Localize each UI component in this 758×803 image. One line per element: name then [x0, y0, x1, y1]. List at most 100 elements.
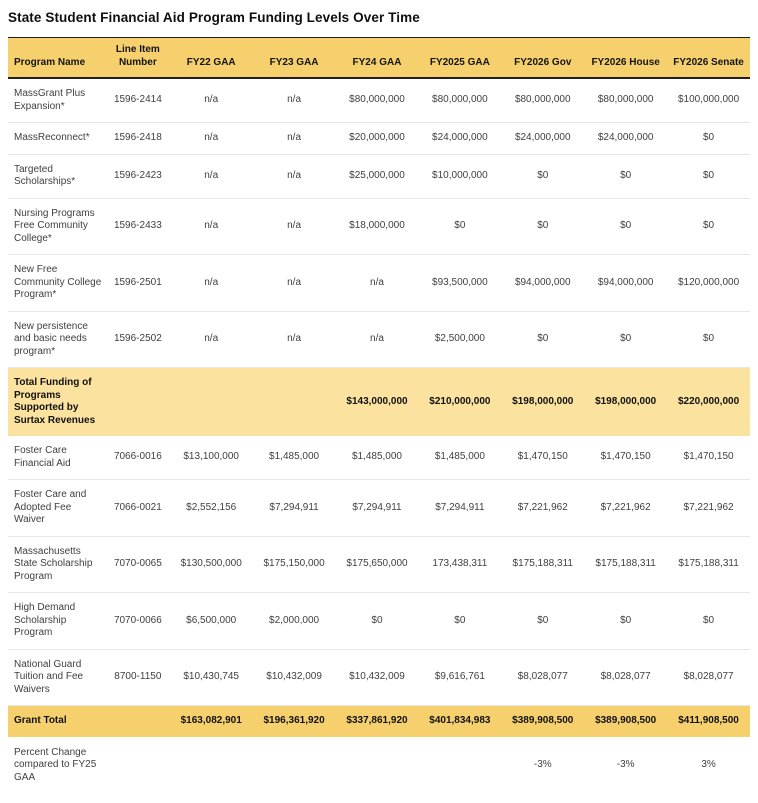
value-cell: $0: [418, 592, 502, 650]
value-cell: $10,430,745: [169, 649, 253, 706]
value-cell: n/a: [335, 311, 419, 368]
value-cell: n/a: [252, 122, 336, 155]
program-name-cell: Foster Care and Adopted Fee Waiver: [8, 479, 106, 537]
program-name-cell: New Free Community College Program*: [8, 254, 106, 312]
value-cell: n/a: [252, 198, 336, 255]
value-cell: $120,000,000: [667, 254, 750, 312]
value-cell: $0: [584, 311, 668, 368]
column-header-fy2026-house: FY2026 House: [584, 37, 668, 79]
line-item-number-cell: 7070-0066: [105, 592, 170, 650]
value-cell: $196,361,920: [252, 705, 336, 737]
value-cell: $389,908,500: [501, 705, 585, 737]
value-cell: n/a: [169, 198, 253, 255]
program-name-cell: MassReconnect*: [8, 122, 106, 155]
value-cell: $1,485,000: [418, 436, 502, 480]
value-cell: n/a: [252, 254, 336, 312]
value-cell: $175,650,000: [335, 536, 419, 593]
table-row: Foster Care Financial Aid 7066-0016 $13,…: [8, 436, 750, 480]
program-name-cell: Foster Care Financial Aid: [8, 436, 106, 480]
value-cell: $411,908,500: [667, 705, 750, 737]
value-cell: $0: [501, 592, 585, 650]
table-row: Total Funding of Programs Supported by S…: [8, 367, 750, 436]
value-cell: $80,000,000: [584, 78, 668, 123]
table-header: Program Name Line Item Number FY22 GAA F…: [8, 37, 750, 79]
table-row: New persistence and basic needs program*…: [8, 311, 750, 368]
value-cell: $163,082,901: [169, 705, 253, 737]
value-cell: $0: [667, 311, 750, 368]
line-item-number-cell: [105, 705, 170, 737]
program-name-cell: Targeted Scholarships*: [8, 154, 106, 199]
value-cell: $10,432,009: [335, 649, 419, 706]
value-cell: $7,294,911: [335, 479, 419, 537]
value-cell: $0: [667, 592, 750, 650]
column-header-fy23-gaa: FY23 GAA: [252, 37, 336, 79]
table-body: MassGrant Plus Expansion* 1596-2414 n/a …: [8, 78, 750, 793]
value-cell: $130,500,000: [169, 536, 253, 593]
column-header-fy2025-gaa: FY2025 GAA: [418, 37, 502, 79]
value-cell: n/a: [169, 254, 253, 312]
table-row: Grant Total $163,082,901 $196,361,920 $3…: [8, 705, 750, 737]
value-cell: $18,000,000: [335, 198, 419, 255]
value-cell: $0: [584, 154, 668, 199]
value-cell: $1,485,000: [252, 436, 336, 480]
value-cell: $210,000,000: [418, 367, 502, 436]
value-cell: $175,150,000: [252, 536, 336, 593]
table-row: High Demand Scholarship Program 7070-006…: [8, 592, 750, 650]
column-header-fy2026-senate: FY2026 Senate: [667, 37, 750, 79]
table-row: Nursing Programs Free Community College*…: [8, 198, 750, 255]
value-cell: $100,000,000: [667, 78, 750, 123]
value-cell: $6,500,000: [169, 592, 253, 650]
line-item-number-cell: 1596-2433: [105, 198, 170, 255]
value-cell: $2,000,000: [252, 592, 336, 650]
value-cell: n/a: [169, 122, 253, 155]
value-cell: $1,470,150: [667, 436, 750, 480]
value-cell: $94,000,000: [501, 254, 585, 312]
table-row: Massachusetts State Scholarship Program …: [8, 536, 750, 593]
value-cell: $1,470,150: [584, 436, 668, 480]
value-cell: -3%: [584, 736, 668, 793]
value-cell: $0: [667, 122, 750, 155]
value-cell: $0: [418, 198, 502, 255]
value-cell: [252, 736, 336, 793]
value-cell: $0: [667, 198, 750, 255]
header-row: Program Name Line Item Number FY22 GAA F…: [8, 37, 750, 79]
table-row: Percent Change compared to FY25 GAA -3% …: [8, 736, 750, 793]
value-cell: $2,500,000: [418, 311, 502, 368]
value-cell: $10,000,000: [418, 154, 502, 199]
table-row: Targeted Scholarships* 1596-2423 n/a n/a…: [8, 154, 750, 199]
value-cell: [335, 736, 419, 793]
value-cell: $7,294,911: [418, 479, 502, 537]
value-cell: $24,000,000: [584, 122, 668, 155]
value-cell: $7,221,962: [584, 479, 668, 537]
value-cell: $24,000,000: [501, 122, 585, 155]
value-cell: n/a: [169, 78, 253, 123]
value-cell: $1,470,150: [501, 436, 585, 480]
line-item-number-cell: 7070-0065: [105, 536, 170, 593]
value-cell: $8,028,077: [501, 649, 585, 706]
value-cell: [169, 736, 253, 793]
value-cell: $2,552,156: [169, 479, 253, 537]
line-item-number-cell: 8700-1150: [105, 649, 170, 706]
value-cell: $10,432,009: [252, 649, 336, 706]
value-cell: [252, 367, 336, 436]
program-name-cell: Grant Total: [8, 705, 106, 737]
value-cell: n/a: [252, 311, 336, 368]
funding-table: Program Name Line Item Number FY22 GAA F…: [8, 37, 750, 793]
table-row: MassReconnect* 1596-2418 n/a n/a $20,000…: [8, 122, 750, 155]
program-name-cell: Total Funding of Programs Supported by S…: [8, 367, 106, 436]
value-cell: n/a: [335, 254, 419, 312]
value-cell: n/a: [252, 78, 336, 123]
column-header-fy22-gaa: FY22 GAA: [169, 37, 253, 79]
line-item-number-cell: 7066-0021: [105, 479, 170, 537]
value-cell: $198,000,000: [501, 367, 585, 436]
line-item-number-cell: [105, 736, 170, 793]
line-item-number-cell: 1596-2423: [105, 154, 170, 199]
value-cell: [418, 736, 502, 793]
value-cell: $175,188,311: [584, 536, 668, 593]
value-cell: $1,485,000: [335, 436, 419, 480]
program-name-cell: National Guard Tuition and Fee Waivers: [8, 649, 106, 706]
column-header-fy2026-gov: FY2026 Gov: [501, 37, 585, 79]
value-cell: $389,908,500: [584, 705, 668, 737]
program-name-cell: Nursing Programs Free Community College*: [8, 198, 106, 255]
